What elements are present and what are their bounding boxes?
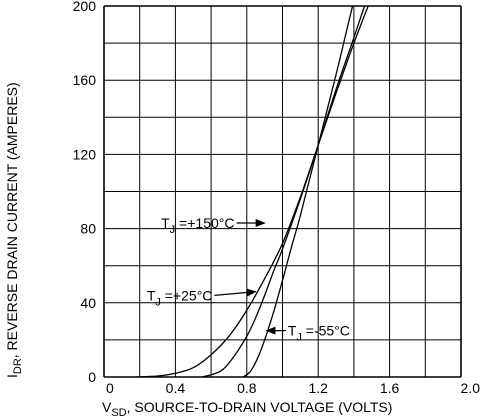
series-label: TJ =-55°C (288, 323, 350, 344)
y-tick-label: 160 (73, 72, 97, 88)
annotation-arrow (214, 288, 257, 297)
x-tick-label: 1.6 (380, 380, 400, 396)
y-tick-label: 0 (88, 369, 96, 385)
x-tick-label: 1.2 (308, 380, 328, 396)
series-label: TJ =+150°C (161, 215, 234, 236)
y-tick-label: 40 (80, 295, 96, 311)
x-tick-label: 0 (106, 380, 114, 396)
y-tick-label: 80 (80, 221, 96, 237)
y-tick-label: 120 (73, 146, 97, 162)
series-line-25c (201, 6, 366, 377)
axis-titles: VSD, SOURCE-TO-DRAIN VOLTAGE (VOLTS) IDR,… (4, 82, 392, 419)
x-tick-label: 0.8 (237, 380, 257, 396)
x-tick-label: 0.4 (166, 380, 186, 396)
x-axis-title: VSD, SOURCE-TO-DRAIN VOLTAGE (VOLTS) (102, 399, 392, 419)
annotations: TJ =+150°C TJ =+25°C TJ =-55°C (147, 215, 350, 344)
series-label: TJ =+25°C (147, 287, 213, 308)
grid (103, 5, 462, 378)
curves (136, 6, 369, 377)
series-line-minus55c (242, 6, 354, 377)
ticks: 0 0.4 0.8 1.2 1.6 2.0 0 40 80 120 160 200 (73, 0, 480, 396)
x-tick-label: 2.0 (461, 380, 480, 396)
y-axis-title: IDR, REVERSE DRAIN CURRENT (AMPERES) (4, 82, 24, 378)
y-tick-label: 200 (73, 0, 97, 14)
